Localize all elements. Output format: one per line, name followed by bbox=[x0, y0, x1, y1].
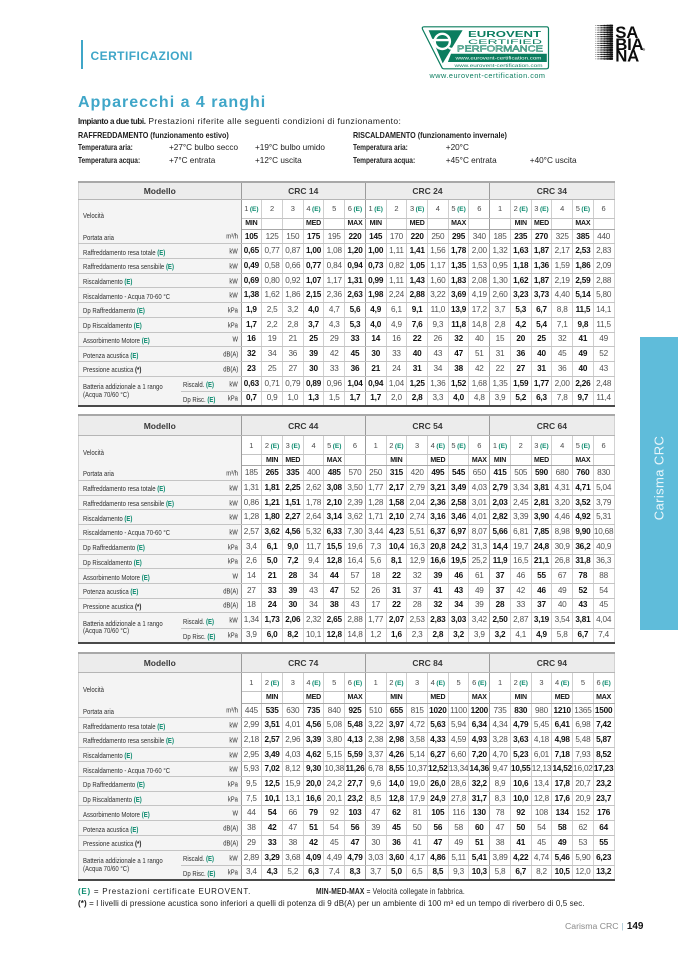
svg-text:NA: NA bbox=[615, 46, 639, 63]
svg-text:www.eurovent-certification.com: www.eurovent-certification.com bbox=[456, 56, 542, 61]
svg-text:®: ® bbox=[643, 48, 646, 52]
svg-text:PERFORMANCE: PERFORMANCE bbox=[457, 45, 544, 54]
svg-text:EUROVENT: EUROVENT bbox=[468, 30, 541, 39]
svg-text:SA: SA bbox=[615, 23, 638, 42]
svg-text:CERTIFIED: CERTIFIED bbox=[468, 39, 543, 46]
svg-text:www.eurovent-certification.com: www.eurovent-certification.com bbox=[455, 63, 543, 68]
svg-text:BIA: BIA bbox=[615, 35, 643, 54]
